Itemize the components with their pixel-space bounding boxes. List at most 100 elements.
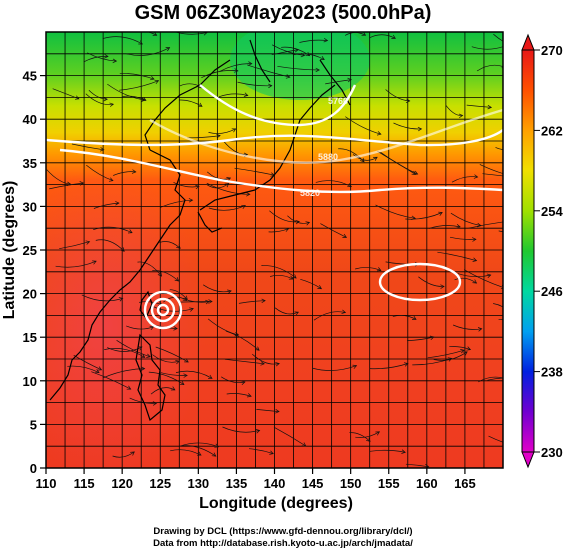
streamline — [493, 33, 503, 42]
streamline-arrow — [118, 297, 124, 302]
streamline — [269, 210, 300, 223]
streamline-arrow — [466, 346, 472, 351]
colorbar-top-arrow — [521, 33, 535, 51]
streamline — [121, 32, 157, 36]
streamline-arrow — [519, 39, 523, 43]
streamline — [495, 147, 503, 150]
streamline — [450, 212, 481, 226]
streamline — [129, 397, 157, 404]
streamline — [107, 346, 143, 352]
streamline-arrow — [97, 366, 103, 371]
streamline-arrow — [130, 451, 135, 456]
streamline-arrow — [216, 133, 221, 139]
y-axis-label: Latitude (degrees) — [1, 181, 18, 320]
streamline — [449, 346, 471, 350]
streamline-arrow — [472, 279, 478, 284]
streamline-arrow — [137, 346, 143, 351]
streamline — [498, 318, 503, 321]
streamline — [104, 348, 145, 358]
streamline — [273, 426, 306, 447]
streamline-arrow — [347, 77, 352, 83]
streamline-arrow — [460, 349, 465, 354]
streamline-arrow — [131, 169, 137, 174]
streamline — [488, 435, 503, 443]
streamline — [187, 135, 221, 139]
streamline-arrow — [255, 346, 260, 351]
streamline-arrow — [317, 285, 323, 290]
streamline-arrow — [234, 68, 239, 73]
streamline-arrow — [403, 362, 409, 367]
streamline-arrow — [195, 184, 200, 190]
streamline — [445, 104, 463, 116]
streamline — [46, 169, 71, 185]
streamline — [102, 36, 143, 45]
streamline — [203, 284, 232, 293]
x-tick-label: 120 — [111, 476, 133, 491]
streamline-arrow — [140, 366, 146, 371]
streamline — [160, 199, 193, 208]
streamline — [268, 228, 289, 233]
streamline — [405, 212, 443, 220]
streamline-arrow — [509, 43, 513, 47]
streamline-arrow — [234, 332, 240, 337]
streamline-arrow — [506, 220, 510, 224]
streamline — [150, 305, 194, 312]
streamline — [170, 449, 202, 456]
streamline-arrow — [243, 92, 249, 97]
y-tick-label: 25 — [23, 243, 37, 258]
streamline — [208, 205, 246, 211]
streamline — [463, 269, 503, 288]
x-tick-label: 145 — [302, 476, 324, 491]
streamline — [493, 303, 503, 308]
streamline — [126, 325, 154, 330]
streamline-arrow — [146, 353, 151, 358]
streamline-arrow — [112, 58, 118, 64]
x-tick-label: 140 — [264, 476, 286, 491]
streamline — [219, 63, 252, 72]
typhoon-contour-2 — [150, 297, 176, 323]
streamline-arrow — [463, 351, 468, 356]
x-axis: 110 115 120 125 130 135 140 145 150 155 160 165 — [36, 468, 476, 491]
streamline — [93, 202, 119, 209]
streamline — [155, 346, 189, 363]
streamline — [206, 182, 250, 195]
streamline — [476, 64, 503, 72]
streamline-arrow — [231, 128, 237, 133]
streamline — [274, 307, 299, 315]
streamline-arrow — [477, 327, 483, 332]
streamline-arrow — [157, 272, 162, 277]
colorbar-bottom-arrow — [521, 451, 535, 469]
streamline — [148, 371, 185, 385]
streamline-arrow — [366, 437, 371, 442]
y-tick-label: 30 — [23, 199, 37, 214]
streamline-arrow — [74, 95, 80, 100]
y-tick-label: 45 — [23, 69, 37, 84]
streamline-arrow — [352, 364, 358, 369]
streamline — [377, 150, 416, 175]
streamline-arrow — [510, 175, 514, 179]
streamline-arrow — [288, 275, 294, 280]
streamline — [312, 365, 357, 371]
streamline-arrow — [360, 157, 365, 163]
streamline-arrow — [152, 32, 158, 36]
colorbar-tick-label: 246 — [541, 284, 563, 299]
x-tick-label: 160 — [416, 476, 438, 491]
streamline — [277, 65, 320, 71]
streamline-arrow — [189, 307, 194, 312]
grid — [46, 32, 503, 468]
streamline-arrow — [458, 113, 464, 118]
streamline — [502, 37, 503, 39]
streamline-arrow — [301, 442, 307, 447]
streamline — [315, 180, 352, 188]
streamline-arrow — [176, 244, 181, 249]
streamline — [261, 265, 297, 279]
streamline — [95, 239, 125, 252]
streamline — [221, 376, 245, 384]
streamline — [405, 463, 429, 468]
streamline-arrow — [505, 377, 509, 381]
streamline — [345, 116, 381, 135]
streamline-arrow — [248, 61, 253, 66]
streamline — [375, 204, 416, 219]
streamline — [385, 89, 410, 102]
